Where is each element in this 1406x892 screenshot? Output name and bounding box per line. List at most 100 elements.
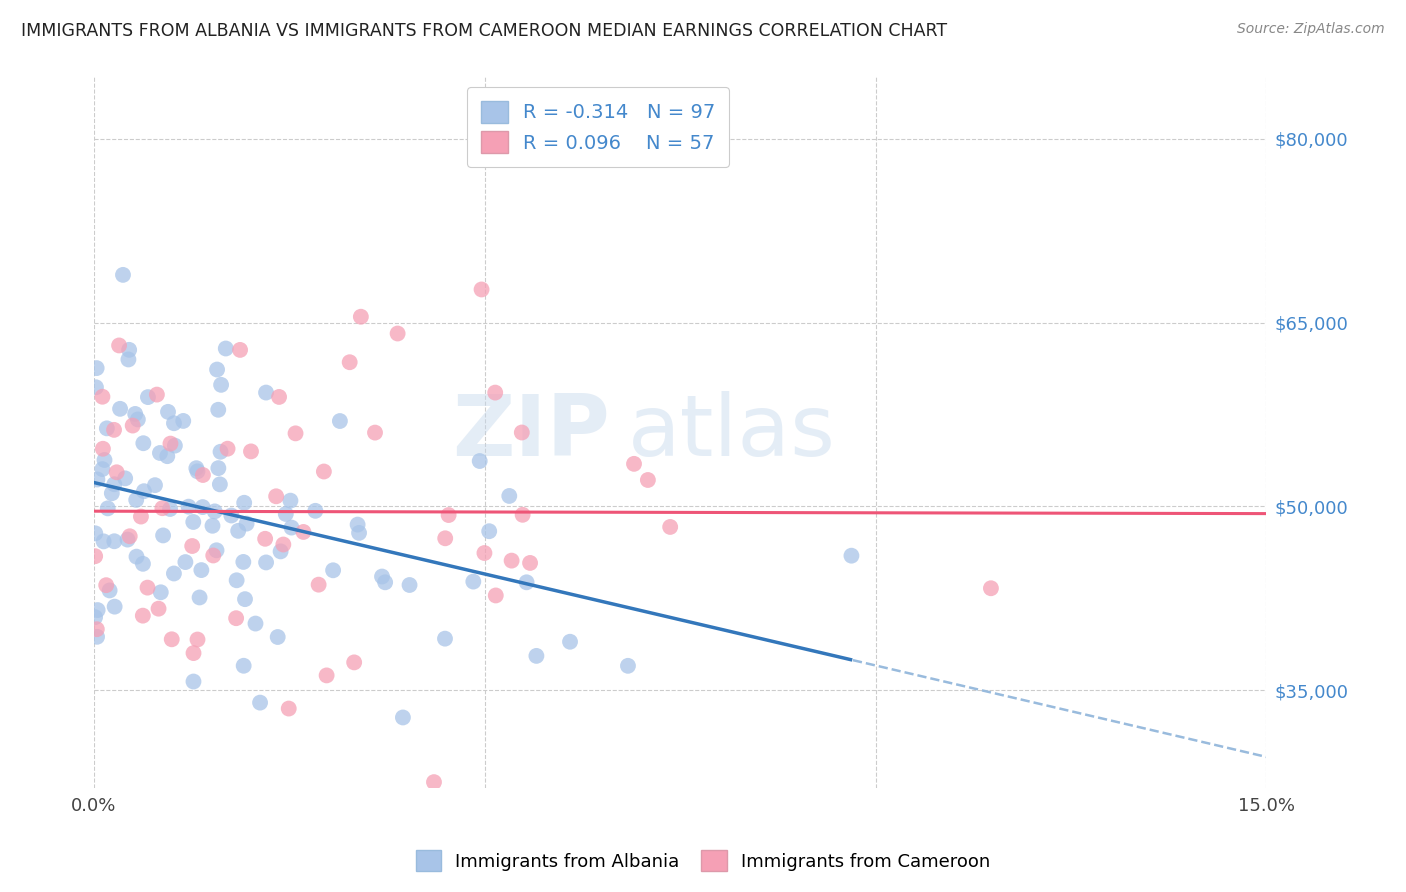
Point xyxy=(229,343,252,357)
Point xyxy=(659,520,682,534)
Point xyxy=(280,520,302,534)
Point xyxy=(159,502,181,516)
Point xyxy=(371,569,394,583)
Text: ZIP: ZIP xyxy=(453,392,610,475)
Point xyxy=(150,501,173,516)
Point xyxy=(124,407,146,421)
Point xyxy=(191,468,214,483)
Point xyxy=(201,518,224,533)
Point xyxy=(156,405,179,419)
Point xyxy=(121,418,143,433)
Point xyxy=(526,648,548,663)
Point xyxy=(516,575,538,590)
Point xyxy=(226,524,249,538)
Point xyxy=(292,524,315,539)
Point xyxy=(245,616,267,631)
Legend: R = -0.314   N = 97, R = 0.096    N = 57: R = -0.314 N = 97, R = 0.096 N = 57 xyxy=(467,87,730,167)
Point xyxy=(205,362,228,376)
Point xyxy=(270,544,292,558)
Point xyxy=(117,533,139,547)
Point xyxy=(101,486,124,500)
Point xyxy=(339,355,361,369)
Point xyxy=(308,577,330,591)
Point xyxy=(485,589,508,603)
Point xyxy=(274,507,297,521)
Point xyxy=(136,581,159,595)
Point xyxy=(471,283,494,297)
Text: IMMIGRANTS FROM ALBANIA VS IMMIGRANTS FROM CAMEROON MEDIAN EARNINGS CORRELATION : IMMIGRANTS FROM ALBANIA VS IMMIGRANTS FR… xyxy=(21,22,948,40)
Point xyxy=(84,610,107,624)
Point xyxy=(93,534,115,549)
Point xyxy=(177,500,200,514)
Point xyxy=(118,343,141,357)
Point xyxy=(186,632,208,647)
Point xyxy=(186,464,208,478)
Point xyxy=(186,461,208,475)
Point xyxy=(148,601,170,615)
Point xyxy=(280,493,302,508)
Text: atlas: atlas xyxy=(627,392,835,475)
Point xyxy=(84,380,107,394)
Point xyxy=(254,385,277,400)
Point xyxy=(254,532,277,546)
Point xyxy=(617,658,640,673)
Point xyxy=(225,574,247,588)
Point xyxy=(136,390,159,404)
Point xyxy=(233,496,256,510)
Point xyxy=(277,701,299,715)
Point xyxy=(118,529,141,543)
Point xyxy=(398,578,420,592)
Point xyxy=(433,632,456,646)
Point xyxy=(350,310,373,324)
Point xyxy=(423,775,446,789)
Point xyxy=(208,477,231,491)
Point xyxy=(233,592,256,607)
Point xyxy=(152,528,174,542)
Point xyxy=(149,585,172,599)
Point xyxy=(273,537,295,551)
Point xyxy=(163,416,186,430)
Point xyxy=(104,599,127,614)
Point xyxy=(159,436,181,450)
Point xyxy=(215,342,238,356)
Point xyxy=(322,563,344,577)
Point xyxy=(93,453,115,467)
Point xyxy=(264,489,287,503)
Point xyxy=(125,492,148,507)
Point xyxy=(512,508,534,522)
Point xyxy=(209,377,232,392)
Point xyxy=(181,515,204,529)
Point xyxy=(160,632,183,647)
Point xyxy=(91,390,114,404)
Point xyxy=(132,557,155,571)
Point xyxy=(209,444,232,458)
Point xyxy=(235,516,257,531)
Point xyxy=(347,525,370,540)
Point xyxy=(108,338,131,352)
Point xyxy=(117,352,139,367)
Point xyxy=(374,575,396,590)
Point xyxy=(202,549,225,563)
Point xyxy=(149,446,172,460)
Point xyxy=(132,436,155,450)
Point xyxy=(204,504,226,518)
Point xyxy=(84,526,107,541)
Point xyxy=(91,462,114,476)
Point xyxy=(304,504,326,518)
Point xyxy=(437,508,460,522)
Point xyxy=(174,555,197,569)
Point xyxy=(191,500,214,514)
Point xyxy=(96,421,118,435)
Point xyxy=(86,603,108,617)
Point xyxy=(205,543,228,558)
Point xyxy=(129,509,152,524)
Point xyxy=(434,531,457,545)
Point xyxy=(329,414,352,428)
Text: Source: ZipAtlas.com: Source: ZipAtlas.com xyxy=(1237,22,1385,37)
Point xyxy=(183,674,205,689)
Point xyxy=(501,554,523,568)
Point xyxy=(98,583,121,598)
Point xyxy=(232,658,254,673)
Point xyxy=(221,508,243,523)
Point xyxy=(132,484,155,499)
